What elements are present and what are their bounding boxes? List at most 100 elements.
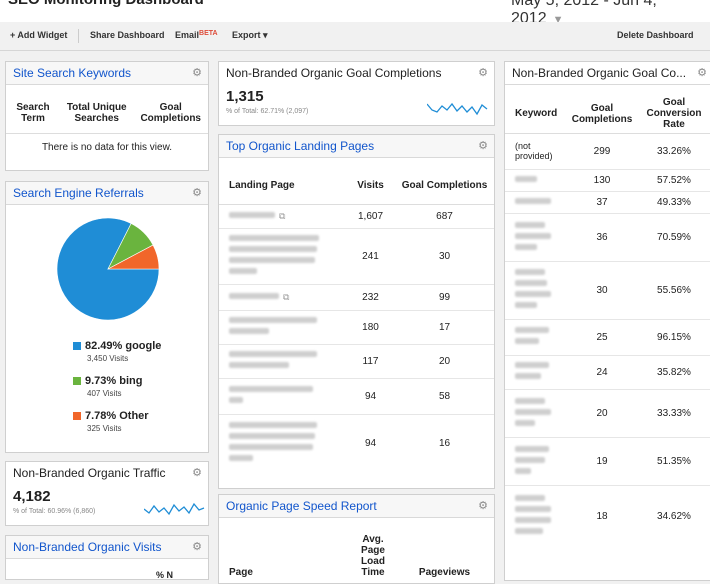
goals-cell: 299 <box>593 145 611 157</box>
gear-icon[interactable]: ⚙ <box>192 541 202 553</box>
redacted-text <box>515 175 537 182</box>
legend-item-bing: 9.73% bing <box>73 375 142 387</box>
goals-cell: 58 <box>438 390 451 402</box>
visits-cell: 180 <box>362 321 379 333</box>
goals-cell: 99 <box>438 291 451 303</box>
gear-icon[interactable]: ⚙ <box>192 467 202 479</box>
goals-cell: 30 <box>438 250 451 262</box>
gear-icon[interactable]: ⚙ <box>192 67 202 79</box>
column-header[interactable]: Landing Page <box>229 180 295 192</box>
table-row[interactable]: 20 33.33% <box>505 389 710 437</box>
table-row[interactable]: 130 57.52% <box>505 169 710 191</box>
column-header[interactable]: Goal Conversion Rate <box>646 97 702 131</box>
add-widget-button[interactable]: + Add Widget <box>10 30 68 40</box>
table-row[interactable]: 36 70.59% <box>505 213 710 261</box>
rate-cell: 70.59% <box>657 231 691 243</box>
table-row[interactable]: 30 55.56% <box>505 261 710 319</box>
widget-title[interactable]: Non-Branded Organic Visits <box>13 540 162 554</box>
table-row[interactable]: 25 96.15% <box>505 319 710 355</box>
visits-cell: 94 <box>364 437 377 449</box>
redacted-text <box>515 397 545 404</box>
table-row[interactable]: 180 17 <box>219 310 494 344</box>
table-row[interactable]: ⧉ 232 99 <box>219 284 494 310</box>
goals-cell: 20 <box>438 355 451 367</box>
table-row[interactable]: 37 49.33% <box>505 191 710 213</box>
widget-header: Non-Branded Organic Visits ⚙ <box>6 536 208 559</box>
table-row[interactable]: 94 16 <box>219 414 494 472</box>
redacted-text <box>515 280 547 286</box>
widget-title[interactable]: Top Organic Landing Pages <box>226 139 375 153</box>
pie-slice-google[interactable] <box>56 217 160 321</box>
gear-icon[interactable]: ⚙ <box>478 500 488 512</box>
gear-icon[interactable]: ⚙ <box>478 140 488 152</box>
goals-cell: 130 <box>593 174 611 186</box>
column-header[interactable]: Avg. Page Load Time <box>361 534 385 578</box>
goal-keywords-table: Keyword Goal Completions Goal Conversion… <box>505 95 710 547</box>
rate-cell: 49.33% <box>657 196 691 208</box>
widget-title[interactable]: Non-Branded Organic Goal Completions <box>226 66 442 80</box>
redacted-text <box>229 422 317 429</box>
table-row[interactable]: 94 58 <box>219 378 494 414</box>
widget-title[interactable]: Non-Branded Organic Goal Co... <box>512 66 687 80</box>
widget-header: Search Engine Referrals ⚙ <box>6 182 208 205</box>
column-header[interactable]: Search Term <box>16 101 50 124</box>
column-header[interactable]: Goal Completions <box>140 101 201 124</box>
redacted-text <box>515 408 551 415</box>
redacted-text <box>515 232 551 239</box>
email-label: Email <box>175 30 200 40</box>
column-header[interactable]: Visits <box>357 180 384 192</box>
table-row[interactable]: ⧉ 1,607 687 <box>219 204 494 228</box>
table-row[interactable]: 18 34.62% <box>505 485 710 547</box>
goals-cell: 18 <box>596 510 608 522</box>
landing-pages-table: Landing Page Visits Goal Completions ⧉ 1,… <box>219 168 494 472</box>
rate-cell: 57.52% <box>657 174 691 186</box>
table-row[interactable]: 24 35.82% <box>505 355 710 389</box>
redacted-text <box>515 517 551 524</box>
external-link-icon[interactable]: ⧉ <box>283 291 290 302</box>
beta-badge: BETA <box>199 30 218 37</box>
column-header[interactable]: Goal Completions <box>401 180 488 192</box>
external-link-icon[interactable]: ⧉ <box>279 210 286 221</box>
column-header[interactable]: Total Unique Searches <box>66 101 127 124</box>
keyword-cell <box>505 355 569 389</box>
email-button[interactable]: EmailBETA <box>175 30 218 40</box>
export-button[interactable]: Export ▾ <box>232 30 268 40</box>
goals-cell: 19 <box>596 455 608 467</box>
date-range-picker[interactable]: May 5, 2012 - Jun 4, 2012 ▼ <box>511 0 710 22</box>
redacted-text <box>229 292 279 299</box>
redacted-text <box>229 257 315 263</box>
widget-title[interactable]: Site Search Keywords <box>13 66 132 80</box>
gear-icon[interactable]: ⚙ <box>192 187 202 199</box>
page-cell <box>219 228 346 284</box>
column-header[interactable]: Page <box>229 567 253 578</box>
table-row[interactable]: 117 20 <box>219 344 494 378</box>
redacted-text <box>229 268 257 274</box>
table-row[interactable]: 241 30 <box>219 228 494 284</box>
gear-icon[interactable]: ⚙ <box>697 67 707 79</box>
landing-pages-widget: Top Organic Landing Pages ⚙ Landing Page… <box>218 134 495 489</box>
widget-title[interactable]: Non-Branded Organic Traffic <box>13 466 166 480</box>
delete-dashboard-button[interactable]: Delete Dashboard <box>617 30 694 40</box>
column-header[interactable]: Goal Completions <box>571 102 633 125</box>
gear-icon[interactable]: ⚙ <box>478 67 488 79</box>
redacted-text <box>229 246 317 252</box>
redacted-text <box>515 197 551 204</box>
pie-slice-other[interactable] <box>107 244 160 270</box>
redacted-text <box>229 455 253 462</box>
widget-title[interactable]: Organic Page Speed Report <box>226 499 377 513</box>
column-header[interactable]: Keyword <box>515 108 558 120</box>
rate-cell: 33.33% <box>657 407 691 419</box>
widget-header: Non-Branded Organic Goal Completions ⚙ <box>219 62 494 84</box>
widget-title[interactable]: Search Engine Referrals <box>13 186 144 200</box>
table-row[interactable]: (not provided) 299 33.26% <box>505 133 710 169</box>
share-dashboard-button[interactable]: Share Dashboard <box>90 30 165 40</box>
keyword-cell: (not provided) <box>515 141 553 161</box>
table-row[interactable]: 19 51.35% <box>505 437 710 485</box>
redacted-text <box>229 386 313 392</box>
legend-item-google: 82.49% google <box>73 340 161 352</box>
redacted-text <box>515 506 551 513</box>
keyword-cell <box>505 191 569 213</box>
column-header[interactable]: Pageviews <box>418 567 471 578</box>
goal-table-widget: Non-Branded Organic Goal Co... ⚙ Keyword… <box>504 61 710 581</box>
redacted-text <box>229 397 243 403</box>
